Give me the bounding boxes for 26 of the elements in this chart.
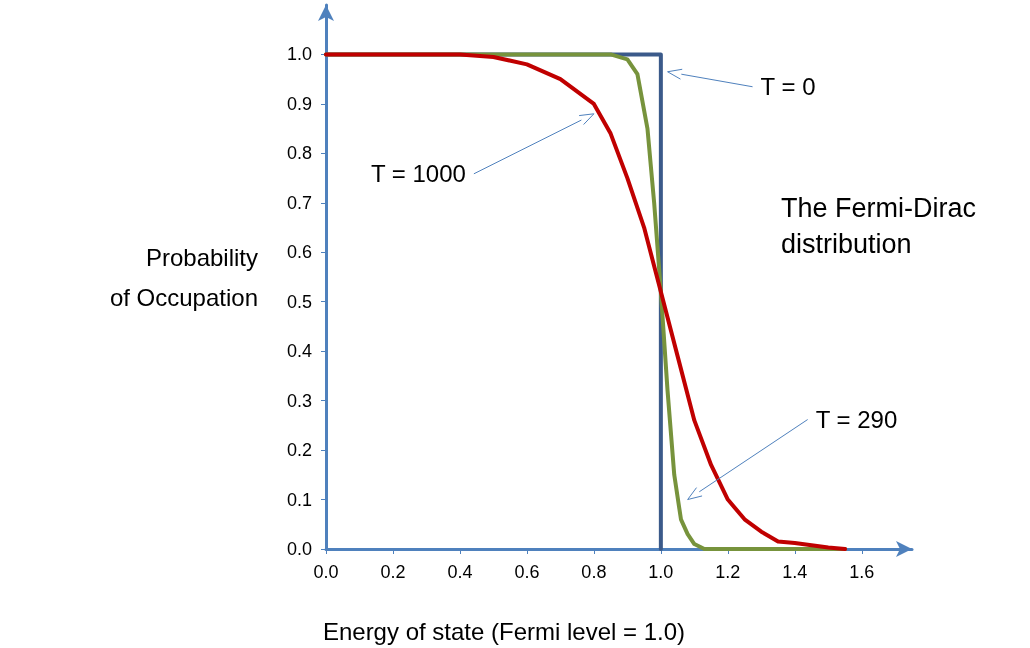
- y-tick-label: 0.9: [286, 93, 312, 114]
- y-tick-label: 0.7: [286, 192, 312, 213]
- x-tick-label: 1.2: [715, 562, 741, 582]
- y-tick-label: 0.3: [286, 390, 312, 411]
- text: The Fermi-Dirac distribution: [781, 193, 984, 259]
- y-tick-label: 0.2: [286, 440, 312, 461]
- y-tick-label: 0.0: [286, 539, 312, 559]
- x-tick-label: 0.0: [313, 562, 339, 582]
- y-tick-label: 0.6: [286, 242, 312, 263]
- x-axis-title: Energy of state (Fermi level = 1.0): [322, 617, 686, 645]
- x-tick-label: 1.4: [782, 562, 808, 582]
- y-tick-label: 0.1: [286, 489, 312, 510]
- annotation: T = 0: [760, 73, 816, 101]
- y-tick-label: 0.5: [286, 291, 312, 312]
- x-tick-label: 0.2: [380, 562, 406, 582]
- y-tick-label: 1.0: [286, 44, 312, 65]
- annotation: T = 1000: [370, 160, 466, 188]
- annotation: T = 290: [815, 406, 898, 434]
- x-tick-label: 0.4: [447, 562, 473, 582]
- y-tick-label: 0.8: [286, 143, 312, 164]
- x-tick-label: 0.8: [581, 562, 607, 582]
- x-tick-label: 1.6: [849, 562, 875, 582]
- y-tick-label: 0.4: [286, 341, 312, 362]
- y-axis-title: Probability of Occupation: [109, 243, 258, 311]
- x-tick-label: 0.6: [514, 562, 540, 582]
- x-tick-label: 1.0: [648, 562, 674, 582]
